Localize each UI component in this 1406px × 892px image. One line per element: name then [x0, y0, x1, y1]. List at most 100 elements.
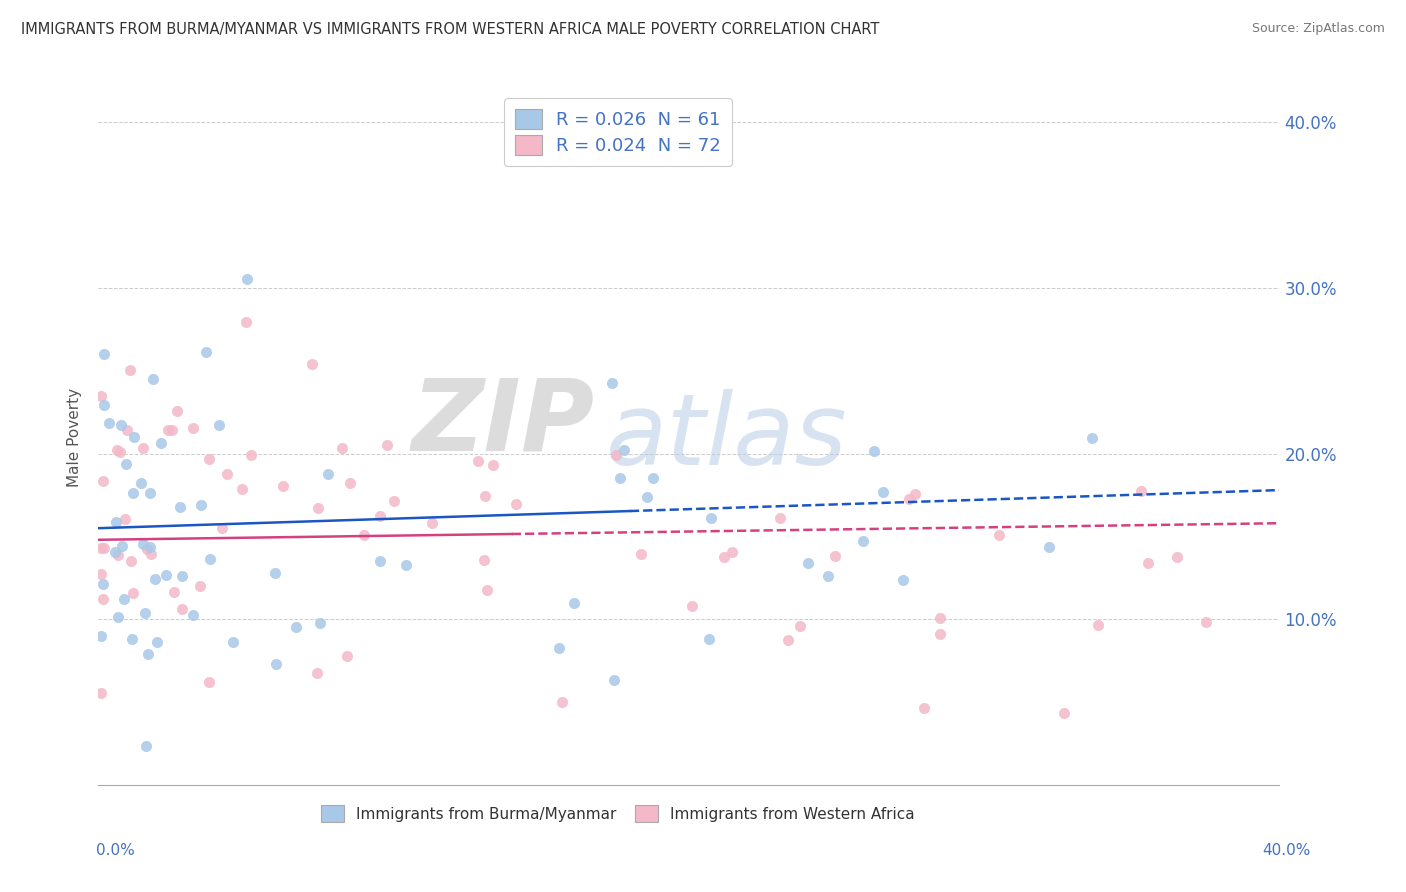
Point [330, 441, 353, 455]
Point [145, 572, 167, 586]
Point [215, 467, 238, 481]
Point [271, 479, 294, 493]
Text: 40.0%: 40.0% [1263, 843, 1310, 858]
Point [609, 471, 631, 485]
Point [1053, 706, 1076, 720]
Point [98, 416, 121, 430]
Point [107, 610, 129, 624]
Point [382, 494, 405, 508]
Point [93, 397, 115, 411]
Point [188, 579, 211, 593]
Point [474, 489, 496, 503]
Point [929, 611, 952, 625]
Point [190, 498, 212, 512]
Point [132, 442, 155, 456]
Point [789, 618, 811, 632]
Point [156, 423, 179, 437]
Point [114, 512, 136, 526]
Point [562, 596, 585, 610]
Point [129, 476, 152, 491]
Point [122, 430, 145, 444]
Point [90, 686, 112, 700]
Point [93, 577, 115, 591]
Point [353, 528, 375, 542]
Point [90, 566, 112, 581]
Point [1137, 556, 1160, 570]
Point [375, 438, 398, 452]
Text: 0.0%: 0.0% [96, 843, 135, 858]
Point [136, 647, 159, 661]
Point [697, 632, 720, 647]
Point [370, 508, 392, 523]
Point [90, 628, 112, 642]
Point [169, 500, 191, 515]
Point [339, 476, 361, 491]
Point [872, 485, 894, 500]
Point [195, 345, 218, 359]
Point [285, 620, 308, 634]
Point [316, 467, 339, 482]
Point [547, 640, 569, 655]
Point [105, 516, 128, 530]
Point [240, 448, 263, 462]
Point [107, 548, 129, 562]
Point [160, 423, 183, 437]
Point [778, 632, 800, 647]
Point [721, 545, 744, 559]
Point [120, 554, 142, 568]
Text: ZIP: ZIP [412, 375, 595, 472]
Point [1038, 540, 1060, 554]
Point [903, 486, 925, 500]
Point [166, 404, 188, 418]
Point [301, 357, 323, 371]
Point [713, 549, 735, 564]
Point [121, 586, 143, 600]
Point [115, 458, 138, 472]
Point [891, 574, 914, 588]
Point [93, 591, 115, 606]
Point [155, 567, 177, 582]
Point [928, 627, 950, 641]
Point [769, 511, 792, 525]
Point [505, 497, 527, 511]
Point [121, 486, 143, 500]
Point [481, 458, 503, 472]
Point [630, 547, 652, 561]
Point [641, 471, 664, 485]
Point [863, 443, 886, 458]
Legend: Immigrants from Burma/Myanmar, Immigrants from Western Africa: Immigrants from Burma/Myanmar, Immigrant… [314, 797, 922, 830]
Point [420, 516, 443, 531]
Point [118, 362, 141, 376]
Point [824, 549, 846, 563]
Point [467, 454, 489, 468]
Point [138, 486, 160, 500]
Point [181, 607, 204, 622]
Point [605, 448, 627, 462]
Point [172, 602, 194, 616]
Point [181, 421, 204, 435]
Point [395, 558, 418, 572]
Point [198, 551, 221, 566]
Point [150, 436, 173, 450]
Text: IMMIGRANTS FROM BURMA/MYANMAR VS IMMIGRANTS FROM WESTERN AFRICA MALE POVERTY COR: IMMIGRANTS FROM BURMA/MYANMAR VS IMMIGRA… [21, 22, 880, 37]
Point [1087, 618, 1109, 632]
Point [235, 315, 257, 329]
Point [105, 443, 128, 458]
Point [264, 566, 287, 580]
Point [797, 556, 820, 570]
Point [111, 539, 134, 553]
Point [636, 490, 658, 504]
Point [264, 657, 287, 671]
Point [172, 568, 194, 582]
Point [142, 372, 165, 386]
Point [110, 417, 132, 432]
Point [93, 347, 115, 361]
Point [613, 442, 636, 457]
Point [336, 648, 359, 663]
Point [110, 445, 132, 459]
Point [551, 695, 574, 709]
Point [368, 554, 391, 568]
Point [104, 545, 127, 559]
Point [308, 615, 330, 630]
Point [472, 553, 495, 567]
